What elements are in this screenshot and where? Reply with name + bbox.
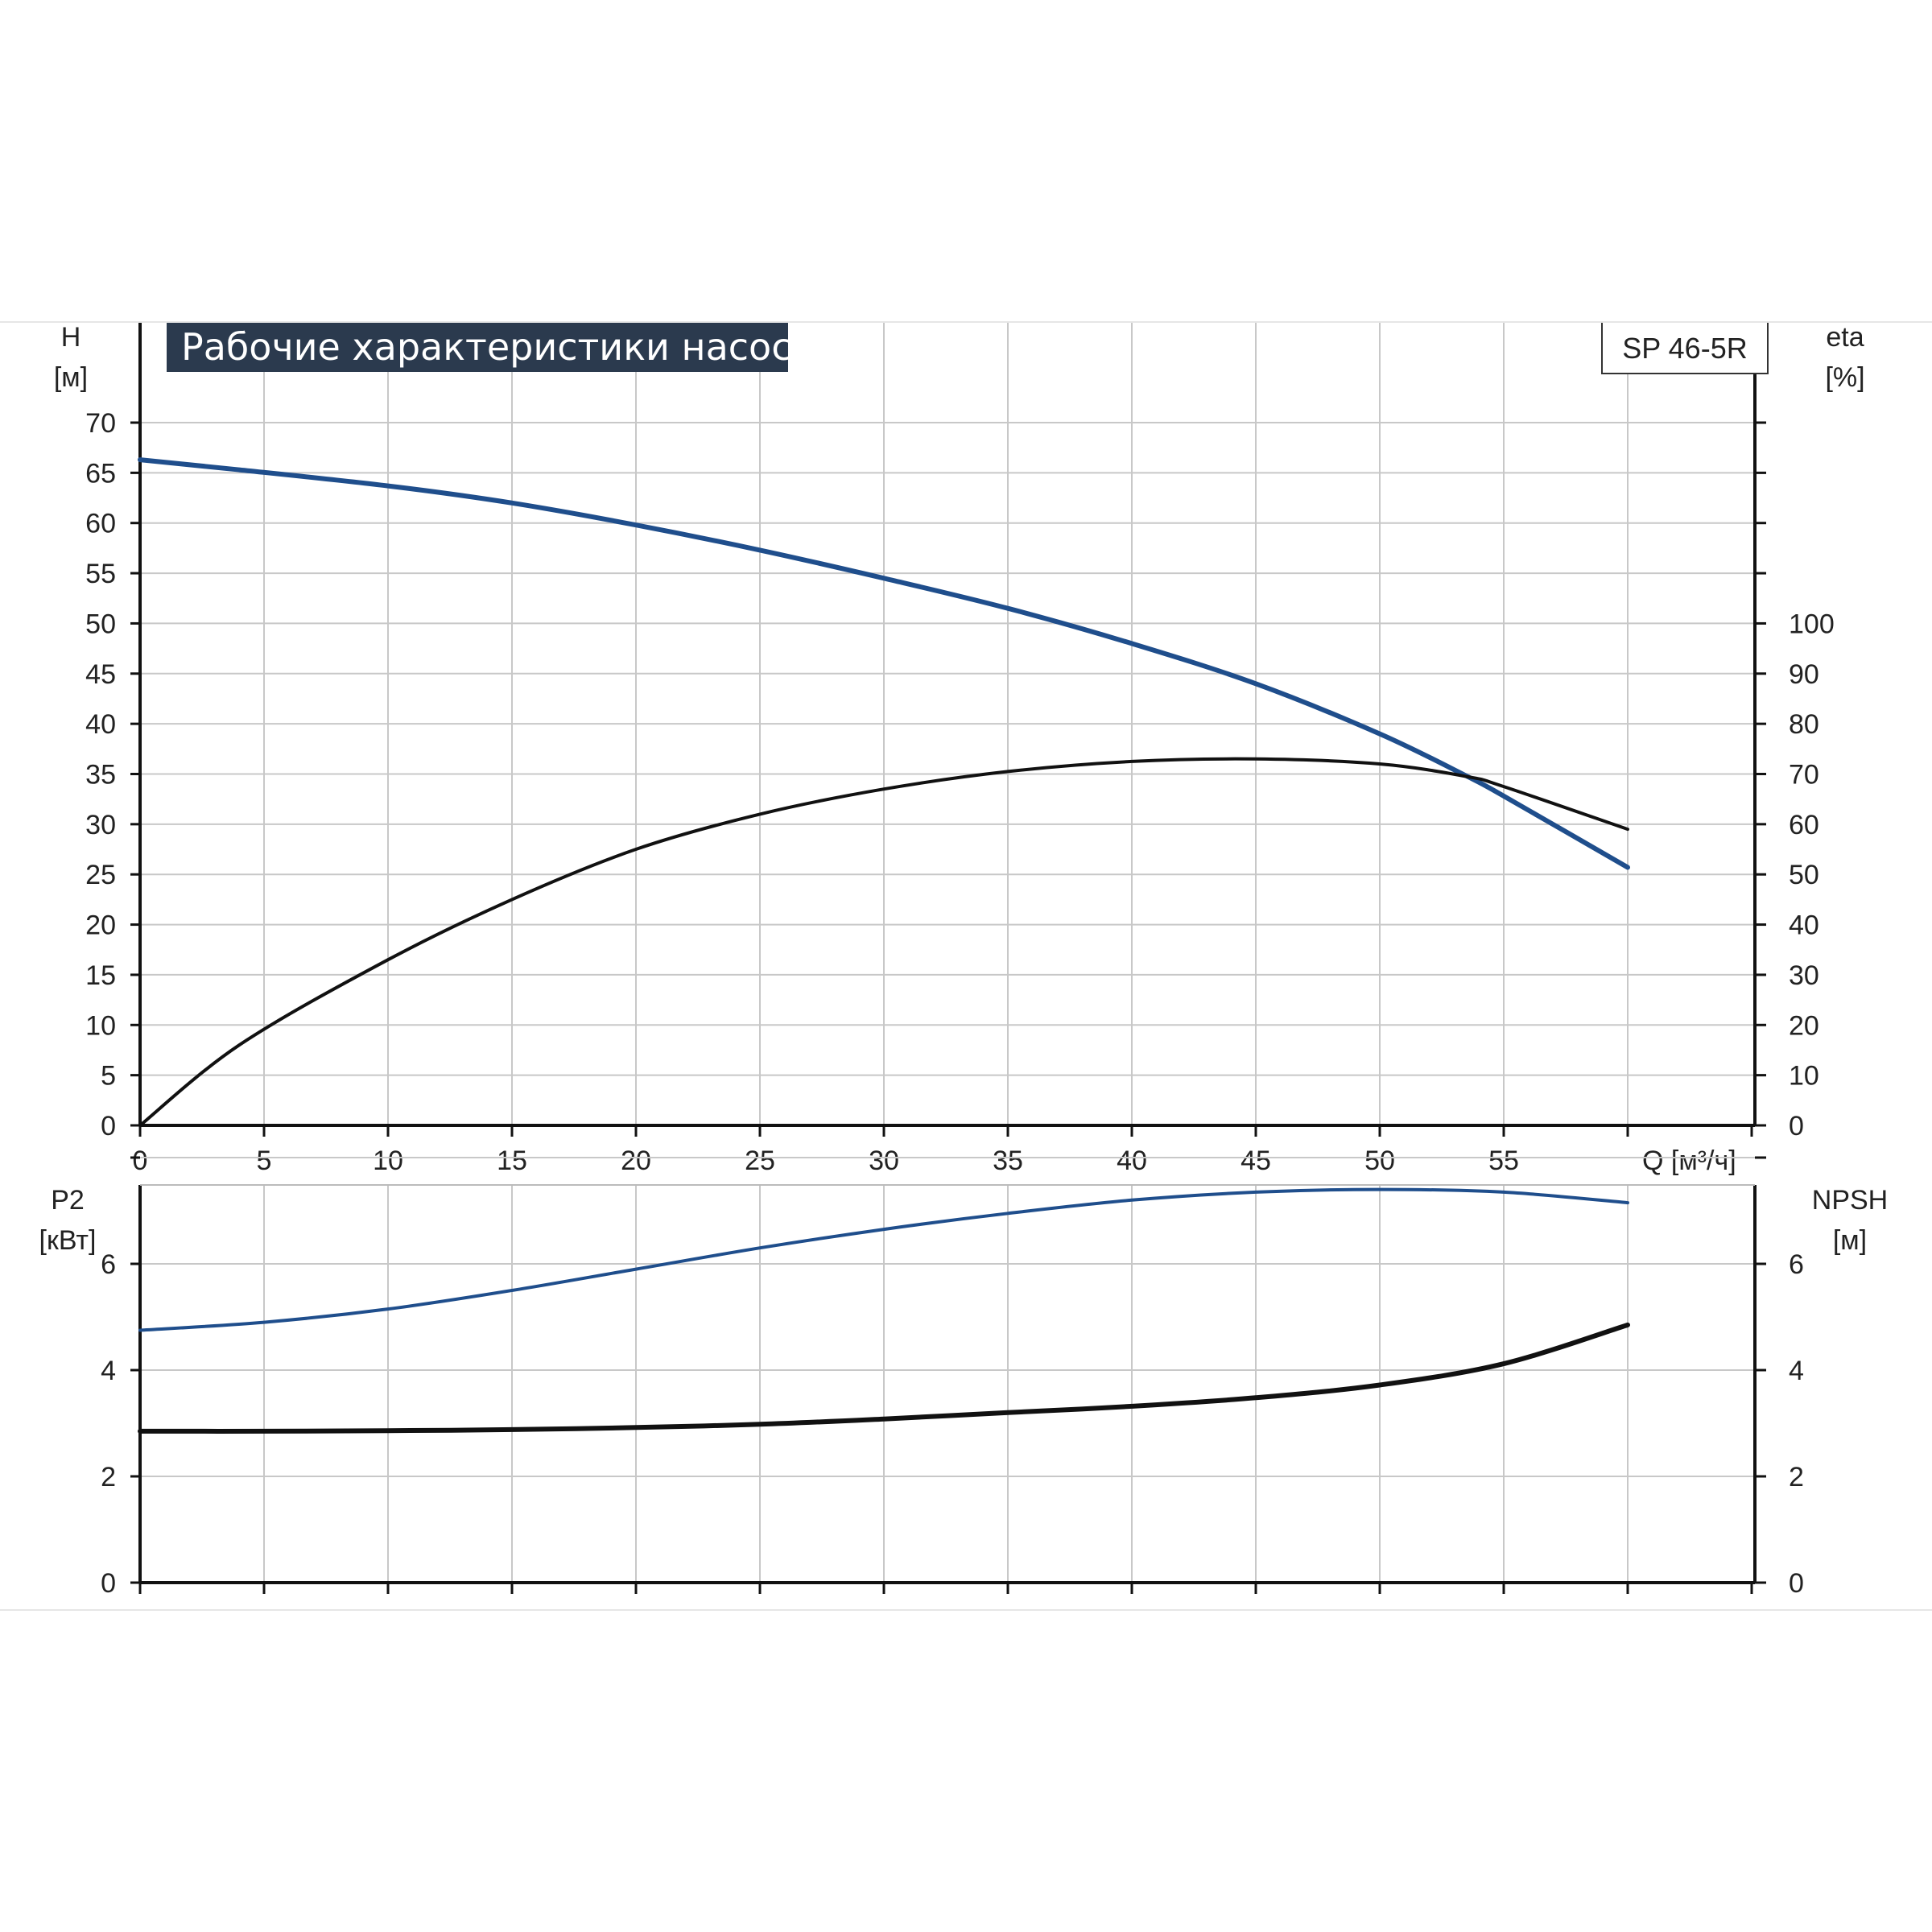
head-efficiency-panel: 0510152025303540455055606570010203040506… <box>54 321 1865 1176</box>
bottom-grid <box>140 1157 1755 1583</box>
x-tick-label: 55 <box>1488 1146 1519 1176</box>
left-tick-label: 6 <box>101 1249 116 1280</box>
left-tick-label: 55 <box>85 559 116 589</box>
right-tick-label: 60 <box>1789 810 1819 840</box>
x-tick-label: 45 <box>1241 1146 1271 1176</box>
bottom-series-1-line <box>138 1322 1630 1434</box>
x-tick-label: 10 <box>373 1146 403 1176</box>
x-tick-label: 0 <box>133 1146 148 1176</box>
left-tick-label: 60 <box>85 509 116 539</box>
left-tick-label: 5 <box>101 1061 116 1092</box>
model-label: SP 46-5R <box>1622 332 1747 365</box>
npsh-axis-unit: [м] <box>1833 1225 1867 1256</box>
left-tick-label: 10 <box>85 1010 116 1041</box>
left-tick-label: 30 <box>85 810 116 840</box>
right-tick-label: 0 <box>1789 1111 1804 1141</box>
title-box <box>167 322 788 372</box>
x-tick-label: 30 <box>869 1146 899 1176</box>
head-axis-unit: [м] <box>54 362 88 393</box>
power-axis-unit: [кВт] <box>39 1225 97 1256</box>
left-tick-label: 25 <box>85 860 116 890</box>
power-npsh-panel: 0 2 4 6 0 2 4 6 P2 [кВт] NPSH [м] <box>39 1156 1888 1599</box>
left-tick-label: 0 <box>101 1111 116 1141</box>
top-series-0-line <box>138 457 1630 870</box>
right-tick-label: 40 <box>1789 910 1819 941</box>
right-tick-label: 90 <box>1789 659 1819 690</box>
model-box <box>1601 321 1769 374</box>
x-tick-label: 35 <box>993 1146 1023 1176</box>
right-tick-label: 2 <box>1789 1462 1804 1492</box>
left-tick-label: 20 <box>85 910 116 941</box>
right-tick-label: 10 <box>1789 1061 1819 1092</box>
bottom-series-group <box>138 1187 1630 1434</box>
right-tick-label: 0 <box>1789 1568 1804 1599</box>
head-axis-label: H <box>61 322 81 353</box>
left-tick-label: 0 <box>101 1568 116 1599</box>
x-tick-label: 20 <box>621 1146 651 1176</box>
left-tick-label: 45 <box>85 659 116 690</box>
right-tick-label: 70 <box>1789 760 1819 791</box>
x-tick-label: 15 <box>497 1146 527 1176</box>
left-tick-label: 15 <box>85 960 116 991</box>
flow-axis-label: Q [м³/ч] <box>1642 1146 1736 1176</box>
right-tick-label: 100 <box>1789 609 1835 639</box>
right-tick-label: 20 <box>1789 1010 1819 1041</box>
efficiency-axis-label: eta <box>1826 322 1864 353</box>
right-tick-label: 30 <box>1789 960 1819 991</box>
x-tick-label: 25 <box>745 1146 775 1176</box>
left-tick-label: 50 <box>85 609 116 639</box>
bottom-series-0-line <box>138 1187 1629 1332</box>
power-axis-label: P2 <box>51 1185 85 1216</box>
left-tick-label: 40 <box>85 709 116 740</box>
left-tick-label: 65 <box>85 458 116 489</box>
npsh-axis-label: NPSH <box>1812 1185 1888 1216</box>
x-tick-label: 5 <box>257 1146 272 1176</box>
x-tick-label: 50 <box>1364 1146 1395 1176</box>
x-tick-label: 40 <box>1117 1146 1147 1176</box>
bottom-axes: 0 2 4 6 0 2 4 6 <box>101 1156 1804 1599</box>
chart-title: Рабочие характеристики насоса <box>181 325 815 369</box>
top-series-group <box>138 457 1630 1127</box>
left-tick-label: 70 <box>85 408 116 439</box>
left-tick-label: 35 <box>85 760 116 791</box>
right-tick-label: 4 <box>1789 1356 1804 1386</box>
left-tick-label: 2 <box>101 1462 116 1492</box>
top-series-1-line <box>138 757 1629 1127</box>
right-tick-label: 6 <box>1789 1249 1804 1280</box>
right-tick-label: 50 <box>1789 860 1819 890</box>
left-tick-label: 4 <box>101 1356 116 1386</box>
efficiency-axis-unit: [%] <box>1825 362 1864 393</box>
right-tick-label: 80 <box>1789 709 1819 740</box>
